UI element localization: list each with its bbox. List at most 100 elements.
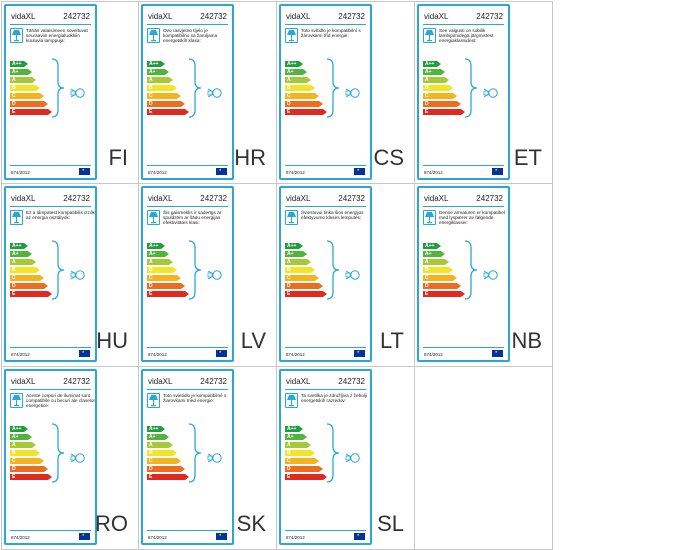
curly-brace-icon bbox=[187, 58, 203, 123]
energy-class-bar: C bbox=[147, 275, 181, 281]
energy-class-bar: D bbox=[147, 283, 185, 289]
label-cell-fi: vidaXL 242732 Tähän valaisimeen soveltuvat… bbox=[1, 1, 139, 184]
footer-divider bbox=[10, 530, 91, 531]
light-bulb-icon bbox=[207, 86, 223, 105]
brand-name: vidaXL bbox=[286, 194, 311, 203]
label-cell-sl: vidaXL 242732 Ta svetilka je združljiva z … bbox=[277, 367, 415, 550]
label-cell-et: vidaXL 242732 See valgusti on sobilik lamb… bbox=[415, 1, 553, 184]
light-bulb-icon bbox=[345, 86, 361, 105]
energy-class-bar: D bbox=[10, 283, 48, 289]
regulation-number: 874/2012 bbox=[148, 170, 167, 175]
footer-divider bbox=[285, 165, 366, 166]
table-lamp-icon bbox=[285, 393, 298, 408]
label-cell-hu: vidaXL 242732 Ez a lámpatest kompatibilis … bbox=[1, 184, 139, 367]
brand-name: vidaXL bbox=[148, 377, 173, 386]
table-lamp-icon bbox=[10, 28, 23, 43]
brand-name: vidaXL bbox=[286, 12, 311, 21]
energy-class-bar: E bbox=[10, 291, 52, 297]
language-code: HR bbox=[234, 145, 266, 170]
energy-class-bar: C bbox=[10, 275, 44, 281]
eu-flag-icon bbox=[216, 531, 227, 540]
compatibility-text: Aceste corpuri de iluminat sunt compatib… bbox=[26, 393, 96, 409]
energy-class-bar: A+ bbox=[423, 251, 445, 257]
table-lamp-icon bbox=[147, 210, 160, 225]
energy-class-bar: C bbox=[423, 93, 457, 99]
energy-class-scale: A++ A+ A B C D E bbox=[285, 426, 327, 482]
energy-class-bar: A++ bbox=[10, 426, 28, 432]
compatibility-text: Ovo rasvjetno tijelo je kompatibilno sa … bbox=[163, 28, 218, 44]
energy-class-scale: A++ A+ A B C D E bbox=[147, 243, 189, 299]
light-bulb-icon bbox=[70, 86, 86, 105]
label-cell-sk: vidaXL 242732 Toto svietidlo je kompatibil… bbox=[139, 367, 277, 550]
footer-divider bbox=[423, 347, 504, 348]
product-code: 242732 bbox=[63, 377, 90, 386]
curly-brace-icon bbox=[50, 423, 66, 488]
header-divider bbox=[423, 24, 504, 25]
energy-class-scale: A++ A+ A B C D E bbox=[10, 61, 52, 117]
energy-class-bar: E bbox=[147, 109, 189, 115]
energy-label-card: vidaXL 242732 Toto svítidlo je kompatibiln… bbox=[279, 4, 372, 180]
energy-class-scale: A++ A+ A B C D E bbox=[147, 61, 189, 117]
energy-class-bar: E bbox=[285, 474, 327, 480]
curly-brace-icon bbox=[187, 423, 203, 488]
energy-class-bar: E bbox=[147, 291, 189, 297]
energy-class-bar: D bbox=[147, 101, 185, 107]
energy-class-bar: E bbox=[147, 474, 189, 480]
energy-class-bar: A+ bbox=[285, 251, 307, 257]
energy-class-bar: E bbox=[423, 291, 465, 297]
energy-class-bar: C bbox=[147, 458, 181, 464]
energy-class-bar: A bbox=[147, 442, 173, 448]
brand-name: vidaXL bbox=[148, 12, 173, 21]
energy-class-bar: A bbox=[10, 259, 36, 265]
energy-class-bar: A+ bbox=[285, 69, 307, 75]
eu-flag-icon bbox=[79, 531, 90, 540]
product-code: 242732 bbox=[200, 377, 227, 386]
curly-brace-icon bbox=[187, 240, 203, 305]
table-lamp-icon bbox=[423, 210, 436, 225]
energy-class-bar: D bbox=[285, 466, 323, 472]
energy-class-bar: E bbox=[10, 474, 52, 480]
energy-class-bar: D bbox=[423, 101, 461, 107]
header-divider bbox=[423, 206, 504, 207]
regulation-number: 874/2012 bbox=[148, 535, 167, 540]
compatibility-text: Tähän valaisimeen soveltuvat seuraaviin … bbox=[26, 28, 88, 44]
energy-class-bar: A bbox=[10, 442, 36, 448]
language-code: CS bbox=[373, 145, 404, 170]
table-lamp-icon bbox=[147, 28, 160, 43]
energy-class-bar: B bbox=[10, 267, 40, 273]
energy-class-bar: A+ bbox=[10, 69, 32, 75]
regulation-number: 874/2012 bbox=[11, 352, 30, 357]
empty-cell bbox=[415, 367, 553, 550]
energy-label-card: vidaXL 242732 Ta svetilka je združljiva z … bbox=[279, 369, 372, 545]
compatibility-text: See valgusti on sobilik lambipirnidega j… bbox=[439, 28, 494, 44]
regulation-number: 874/2012 bbox=[11, 170, 30, 175]
footer-divider bbox=[147, 530, 228, 531]
compatibility-text: Šviestuvui tinka šios energijos efektyvu… bbox=[301, 210, 364, 221]
footer-divider bbox=[10, 165, 91, 166]
compatibility-text: Toto svítidlo je kompatibilní s žárovkam… bbox=[301, 28, 361, 39]
footer-divider bbox=[285, 530, 366, 531]
energy-class-bar: C bbox=[10, 93, 44, 99]
energy-class-bar: A++ bbox=[285, 61, 303, 67]
energy-class-bar: A+ bbox=[147, 69, 169, 75]
curly-brace-icon bbox=[463, 240, 479, 305]
label-cell-lt: vidaXL 242732 Šviestuvui tinka šios energi… bbox=[277, 184, 415, 367]
brand-name: vidaXL bbox=[11, 12, 36, 21]
brand-name: vidaXL bbox=[11, 377, 36, 386]
compatibility-text: Ta svetilka je združljiva z žebulji ener… bbox=[301, 393, 367, 404]
energy-class-bar: D bbox=[147, 466, 185, 472]
eu-flag-icon bbox=[216, 348, 227, 357]
energy-class-bar: A++ bbox=[423, 243, 441, 249]
energy-label-card: vidaXL 242732 Ovo rasvjetno tijelo je komp… bbox=[141, 4, 234, 180]
energy-label-card: vidaXL 242732 Tähän valaisimeen soveltuvat… bbox=[4, 4, 97, 180]
energy-class-bar: A+ bbox=[10, 251, 32, 257]
curly-brace-icon bbox=[325, 240, 341, 305]
curly-brace-icon bbox=[50, 58, 66, 123]
header-divider bbox=[285, 206, 366, 207]
footer-divider bbox=[10, 347, 91, 348]
curly-brace-icon bbox=[325, 423, 341, 488]
product-code: 242732 bbox=[338, 377, 365, 386]
language-code: SK bbox=[236, 511, 266, 536]
brand-name: vidaXL bbox=[424, 194, 449, 203]
